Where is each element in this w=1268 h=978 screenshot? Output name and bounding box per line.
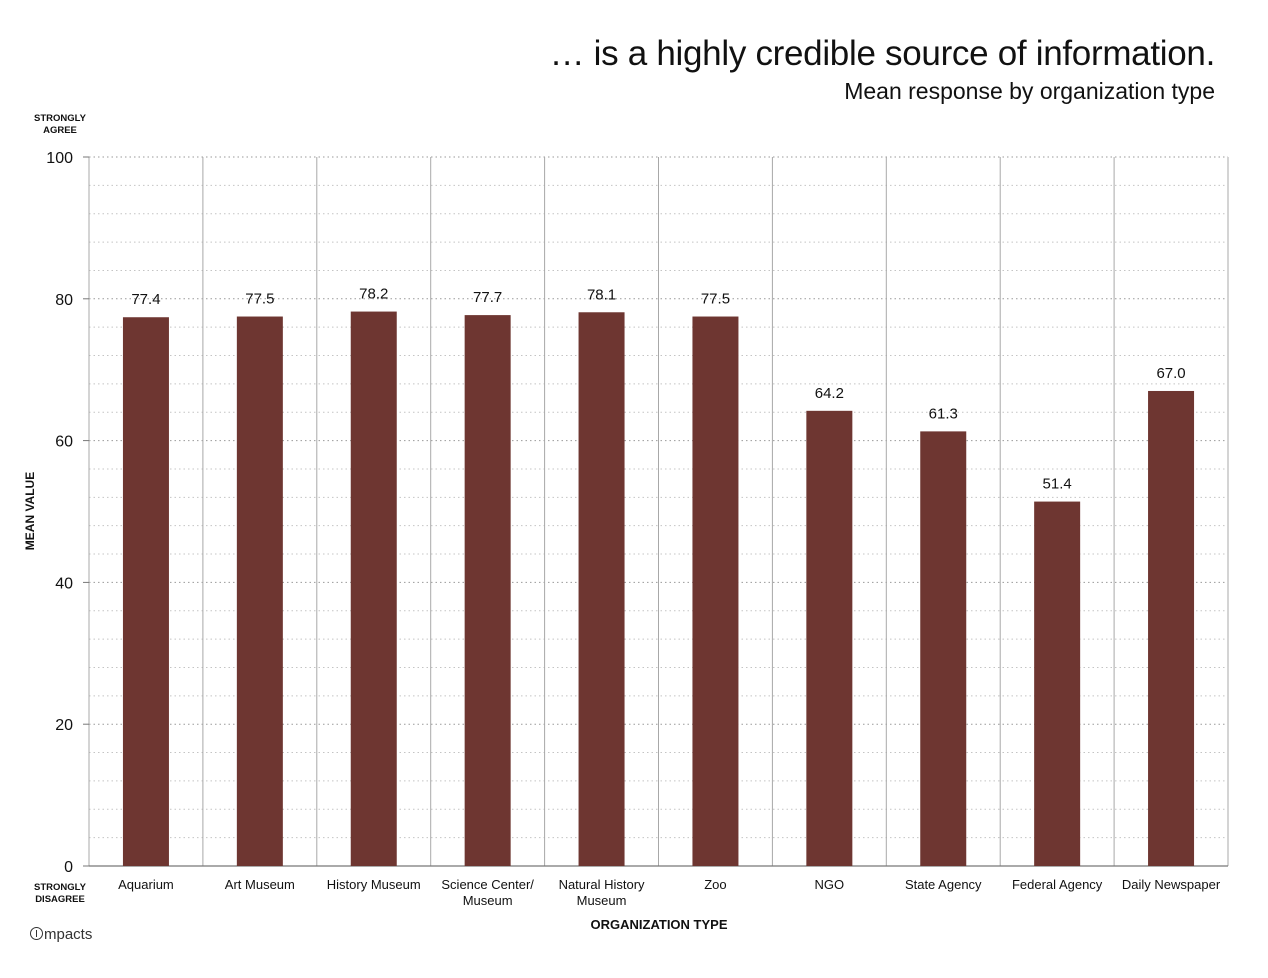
bar-value-label: 51.4 xyxy=(1043,476,1072,493)
bar xyxy=(692,316,739,866)
y-tick-label: 40 xyxy=(55,575,73,592)
y-tick-label: 100 xyxy=(46,150,73,167)
bar-value-label: 64.2 xyxy=(815,385,844,402)
bar xyxy=(1148,390,1195,866)
category-label: History Museum xyxy=(327,877,421,892)
bar xyxy=(806,410,853,866)
bar xyxy=(464,315,511,866)
bar-layer xyxy=(122,311,1195,866)
bar xyxy=(578,312,625,866)
category-label: Aquarium xyxy=(118,877,174,892)
brand-logo: mpacts xyxy=(30,926,92,943)
y-tick-label: 80 xyxy=(55,292,73,309)
category-label: Zoo xyxy=(704,877,726,892)
bar-value-label: 78.1 xyxy=(587,286,616,303)
bar xyxy=(122,317,169,866)
brand-mark-icon xyxy=(30,927,43,940)
bar-value-label: 67.0 xyxy=(1156,365,1185,382)
x-axis-title: ORGANIZATION TYPE xyxy=(590,917,728,932)
category-label: Museum xyxy=(577,893,627,908)
category-label: State Agency xyxy=(905,877,982,892)
bar-value-label: 78.2 xyxy=(359,286,388,303)
bar-value-label: 77.7 xyxy=(473,289,502,306)
y-tick-label: 20 xyxy=(55,717,73,734)
category-label: Daily Newspaper xyxy=(1122,877,1221,892)
bar-value-label: 61.3 xyxy=(929,405,958,422)
y-anchor-bottom-label: STRONGLY DISAGREE xyxy=(34,882,86,905)
chart-subtitle: Mean response by organization type xyxy=(844,78,1215,104)
chart-title: … is a highly credible source of informa… xyxy=(549,34,1216,73)
bar-value-label: 77.5 xyxy=(245,291,274,308)
category-label: Museum xyxy=(463,893,513,908)
category-label: Science Center/ xyxy=(441,877,534,892)
y-anchor-top-label: STRONGLY AGREE xyxy=(34,113,86,136)
category-label: Natural History xyxy=(559,877,645,892)
y-tick-label: 60 xyxy=(55,434,73,451)
bar xyxy=(350,311,397,866)
bar xyxy=(1034,501,1081,866)
category-label: Art Museum xyxy=(225,877,295,892)
bar-value-label: 77.5 xyxy=(701,291,730,308)
brand-name: mpacts xyxy=(44,926,93,943)
bar xyxy=(236,316,283,866)
y-tick-label: 0 xyxy=(64,859,73,876)
category-label: NGO xyxy=(815,877,845,892)
category-label: Federal Agency xyxy=(1012,877,1103,892)
bar xyxy=(920,431,967,866)
bar-value-label: 77.4 xyxy=(131,291,160,308)
label-layer: 0 20 40 60 80 100 77.4 Aquarium 77.5 Art Museum 78… xyxy=(46,150,1221,908)
